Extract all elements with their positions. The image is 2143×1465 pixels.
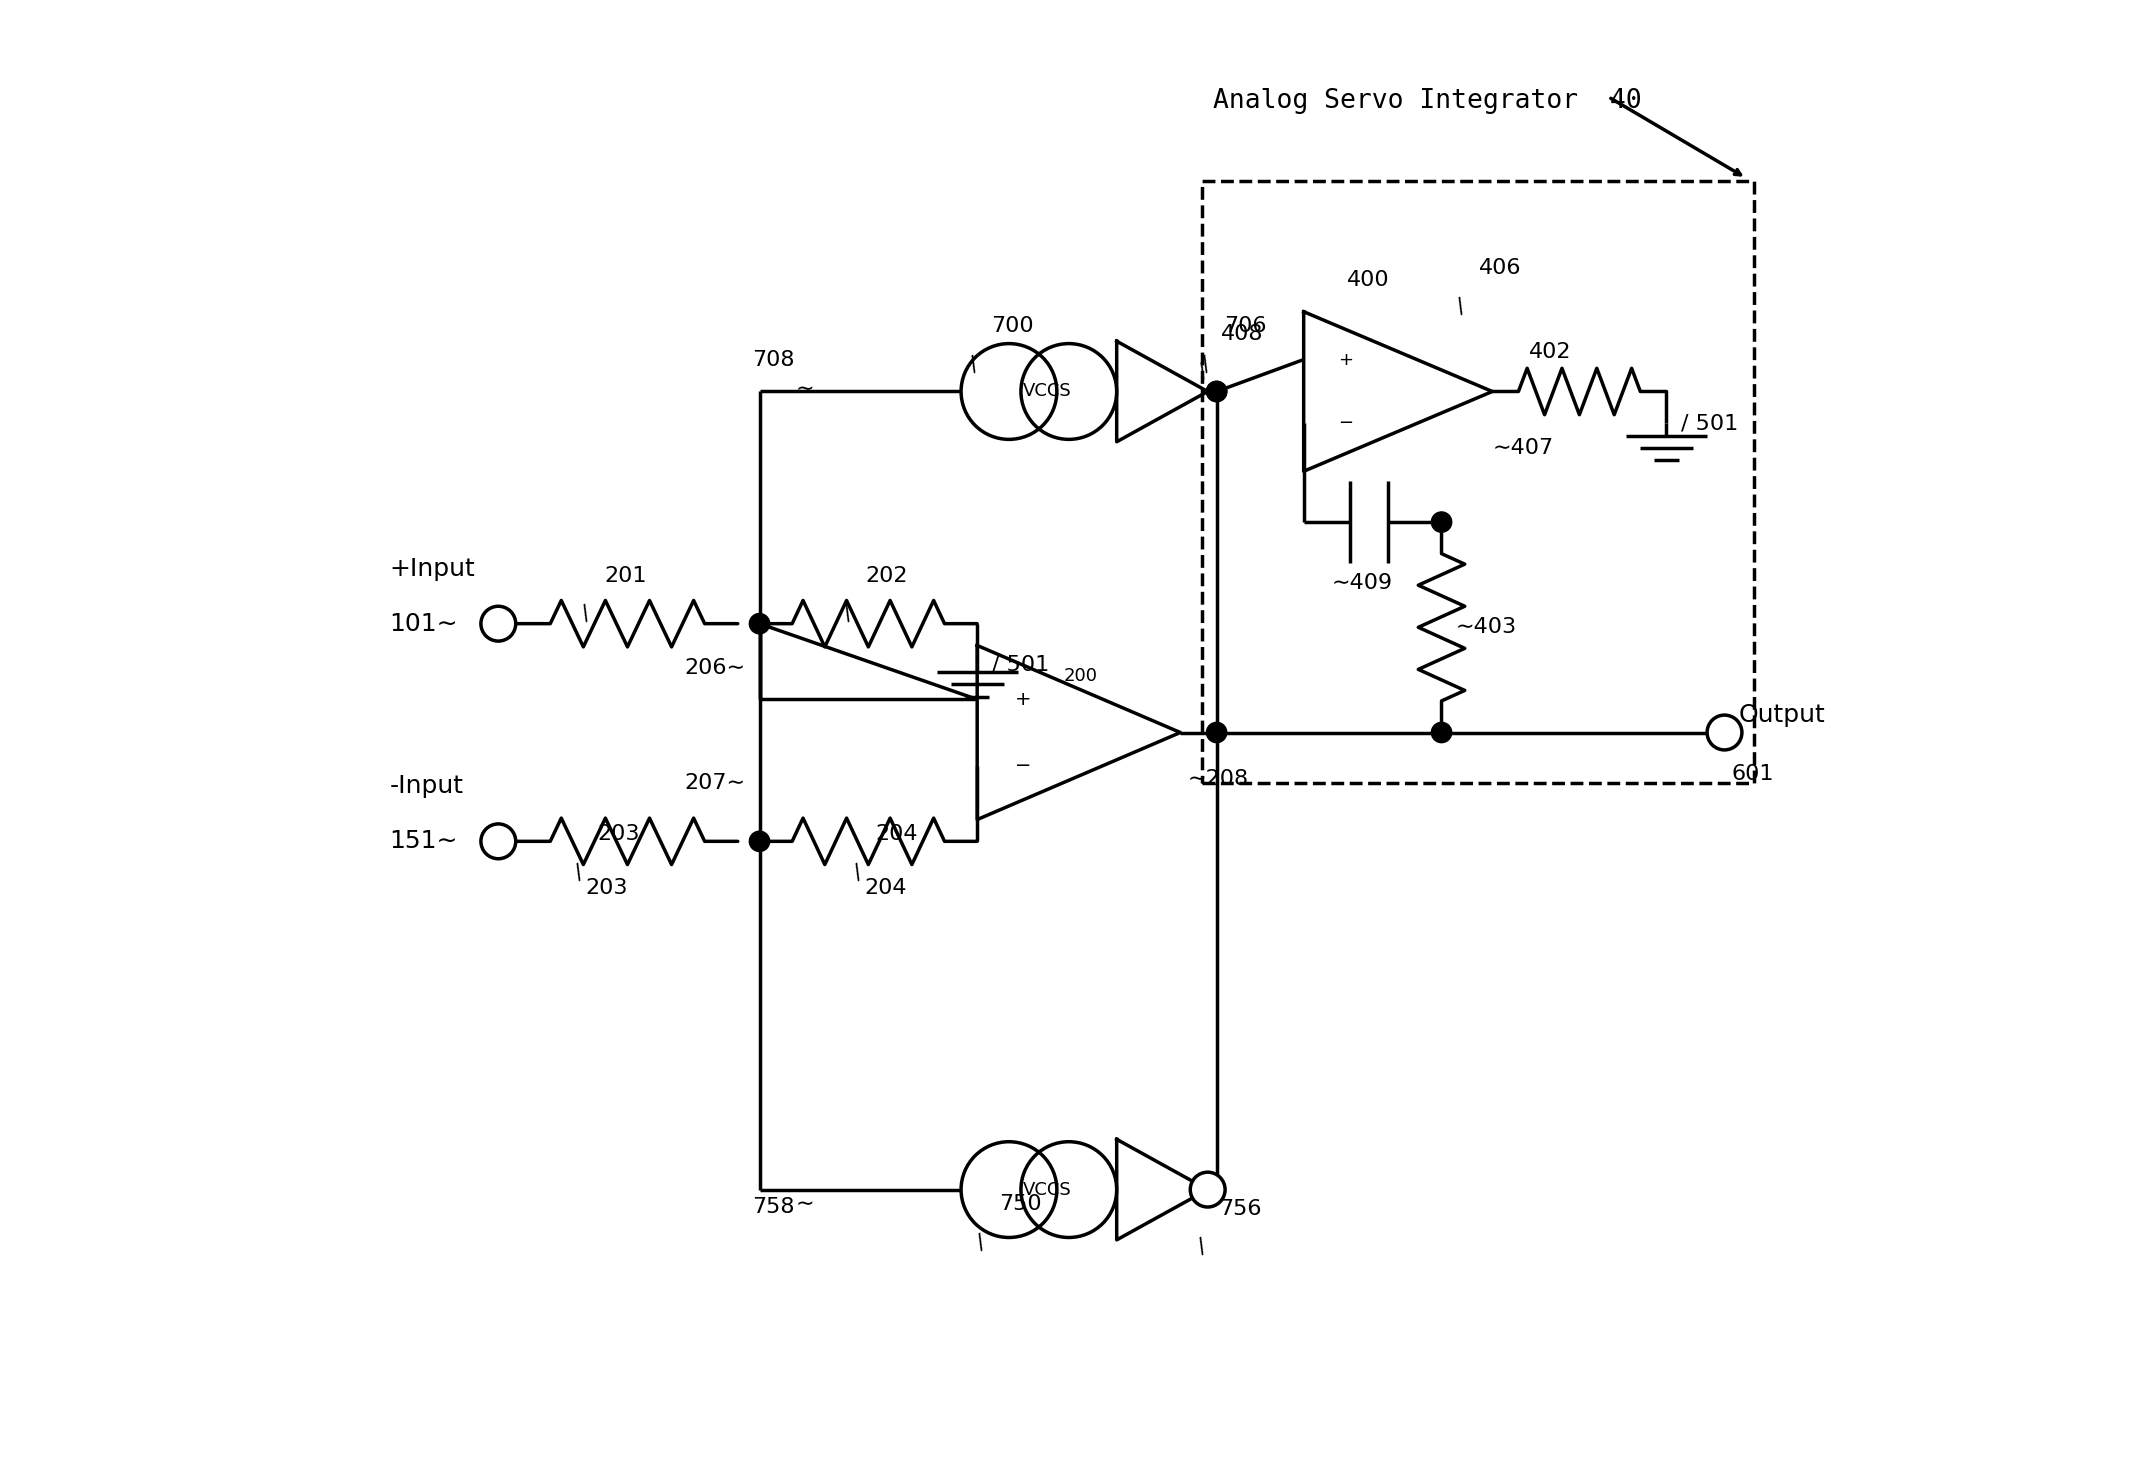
Text: 400: 400	[1348, 270, 1391, 290]
Text: 756: 756	[1219, 1198, 1262, 1219]
Text: 402: 402	[1528, 343, 1571, 362]
Text: ∼403: ∼403	[1455, 617, 1517, 637]
Text: 206∼: 206∼	[684, 658, 746, 678]
Circle shape	[1207, 722, 1226, 743]
Circle shape	[1432, 511, 1451, 532]
Text: 601: 601	[1732, 765, 1774, 784]
Text: 204: 204	[876, 825, 917, 844]
Text: 201: 201	[604, 565, 647, 586]
Text: /: /	[1194, 1236, 1209, 1257]
Text: −: −	[1339, 415, 1354, 432]
Text: 708: 708	[752, 350, 795, 369]
Circle shape	[750, 614, 769, 634]
Text: / 501: / 501	[1680, 413, 1738, 434]
Text: /: /	[966, 353, 981, 375]
Text: ∼409: ∼409	[1331, 573, 1393, 593]
Text: VCCS: VCCS	[1022, 1181, 1072, 1198]
Circle shape	[480, 607, 516, 642]
Text: 700: 700	[992, 316, 1035, 337]
Text: 101∼: 101∼	[390, 612, 459, 636]
Text: / 501: / 501	[992, 655, 1048, 674]
Text: 202: 202	[866, 565, 909, 586]
Text: 203: 203	[598, 825, 639, 844]
Text: 203: 203	[585, 878, 628, 898]
Circle shape	[750, 831, 769, 851]
Circle shape	[1432, 722, 1451, 743]
Text: /: /	[1196, 360, 1211, 382]
Text: /: /	[579, 604, 594, 624]
Circle shape	[1207, 381, 1226, 401]
Text: ∼: ∼	[795, 1194, 814, 1214]
Text: /: /	[572, 861, 587, 883]
Text: /: /	[1455, 296, 1470, 316]
Text: 406: 406	[1479, 258, 1522, 278]
Text: ∼208: ∼208	[1187, 769, 1249, 788]
Text: 750: 750	[999, 1194, 1041, 1214]
Circle shape	[1207, 381, 1226, 401]
Text: Output: Output	[1738, 703, 1826, 727]
Text: /: /	[851, 861, 866, 883]
Text: 408: 408	[1222, 324, 1264, 344]
Text: 758: 758	[752, 1197, 795, 1217]
Text: 207∼: 207∼	[684, 774, 746, 793]
Text: /: /	[1198, 353, 1213, 375]
Circle shape	[480, 823, 516, 858]
Text: ∼: ∼	[795, 378, 814, 398]
Circle shape	[1189, 1172, 1226, 1207]
Text: 706: 706	[1224, 316, 1267, 337]
Text: Analog Servo Integrator  40: Analog Servo Integrator 40	[1213, 88, 1642, 114]
Text: 200: 200	[1063, 667, 1097, 684]
Text: -Input: -Input	[390, 774, 463, 798]
Text: VCCS: VCCS	[1022, 382, 1072, 400]
Text: +: +	[1014, 690, 1031, 709]
Text: +Input: +Input	[390, 557, 476, 580]
Text: 151∼: 151∼	[390, 829, 459, 853]
Text: −: −	[1014, 756, 1031, 775]
Text: /: /	[973, 1232, 988, 1253]
Text: ∼407: ∼407	[1492, 438, 1554, 459]
Circle shape	[1708, 715, 1742, 750]
Text: /: /	[840, 604, 855, 624]
Text: 204: 204	[864, 878, 906, 898]
Text: +: +	[1339, 350, 1354, 369]
